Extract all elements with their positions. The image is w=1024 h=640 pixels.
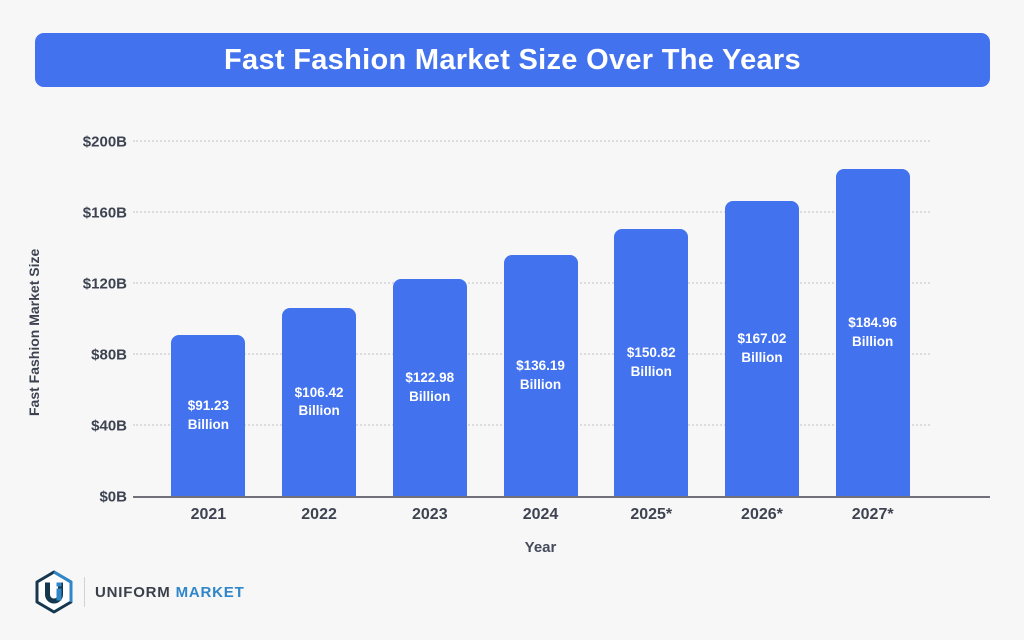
gridline: [133, 211, 930, 213]
bar-value-label: $91.23 Billion: [187, 398, 229, 433]
bar: $167.02 Billion: [724, 200, 799, 497]
gridline: [133, 140, 930, 142]
y-tick-label: $200B: [82, 133, 127, 151]
bar: $106.42 Billion: [282, 308, 357, 497]
y-tick-label: $0B: [99, 488, 127, 506]
logo-divider: [84, 577, 85, 607]
brand-name: UNIFORM MARKET: [95, 584, 245, 601]
bar-slot: $106.42 Billion 2022: [264, 142, 375, 523]
bar: $184.96 Billion: [835, 168, 910, 497]
y-axis-tick-labels: $0B $40B $80B $120B $160B $200B: [30, 134, 127, 506]
bar: $122.98 Billion: [392, 278, 467, 497]
x-tick-label: 2023: [412, 506, 448, 523]
bars-container: $91.23 Billion 2021 $106.42 Billion 2022 $122.…: [153, 142, 928, 523]
x-tick-label: 2021: [190, 506, 227, 523]
y-tick-label: $160B: [82, 204, 127, 222]
bar-slot: $150.82 Billion 2025*: [596, 142, 707, 523]
brand-name-uniform: UNIFORM: [95, 583, 171, 601]
bar-value-label: $167.02 Billion: [737, 330, 787, 365]
bar-slot: $122.98 Billion 2023: [374, 142, 485, 523]
brand-name-market: MARKET: [175, 583, 245, 601]
x-axis-title: Year: [524, 539, 557, 556]
x-tick-label: 2022: [301, 506, 337, 523]
bar-value-label: $150.82 Billion: [626, 345, 676, 380]
plot-area: $91.23 Billion 2021 $106.42 Billion 2022 $122.…: [133, 140, 990, 523]
uniform-market-hexagon-icon: [35, 570, 73, 614]
x-tick-label: 2026*: [741, 506, 783, 523]
bar-slot: $167.02 Billion 2026*: [707, 142, 818, 523]
y-tick-label: $120B: [82, 275, 127, 293]
bar-value-label: $106.42 Billion: [294, 384, 344, 419]
x-axis-line: [133, 496, 990, 498]
x-tick-label: 2025*: [630, 506, 673, 523]
bar: $91.23 Billion: [171, 335, 246, 497]
uniform-market-logo: UNIFORM MARKET: [34, 570, 245, 614]
y-tick-label: $80B: [91, 346, 127, 364]
bar-slot: $184.96 Billion 2027*: [817, 142, 928, 523]
bar: $136.19 Billion: [503, 255, 578, 497]
bar: $150.82 Billion: [614, 229, 689, 497]
bar-value-label: $184.96 Billion: [848, 314, 898, 349]
bar-value-label: $136.19 Billion: [516, 358, 565, 393]
bar-value-label: $122.98 Billion: [405, 369, 455, 404]
y-tick-label: $40B: [91, 417, 127, 435]
x-tick-label: 2027*: [851, 506, 894, 523]
x-tick-label: 2024: [522, 506, 559, 523]
chart-title: Fast Fashion Market Size Over The Years: [224, 43, 801, 76]
bar-slot: $136.19 Billion 2024: [485, 142, 596, 523]
chart-title-banner: Fast Fashion Market Size Over The Years: [35, 33, 990, 87]
bar-slot: $91.23 Billion 2021: [153, 142, 264, 523]
